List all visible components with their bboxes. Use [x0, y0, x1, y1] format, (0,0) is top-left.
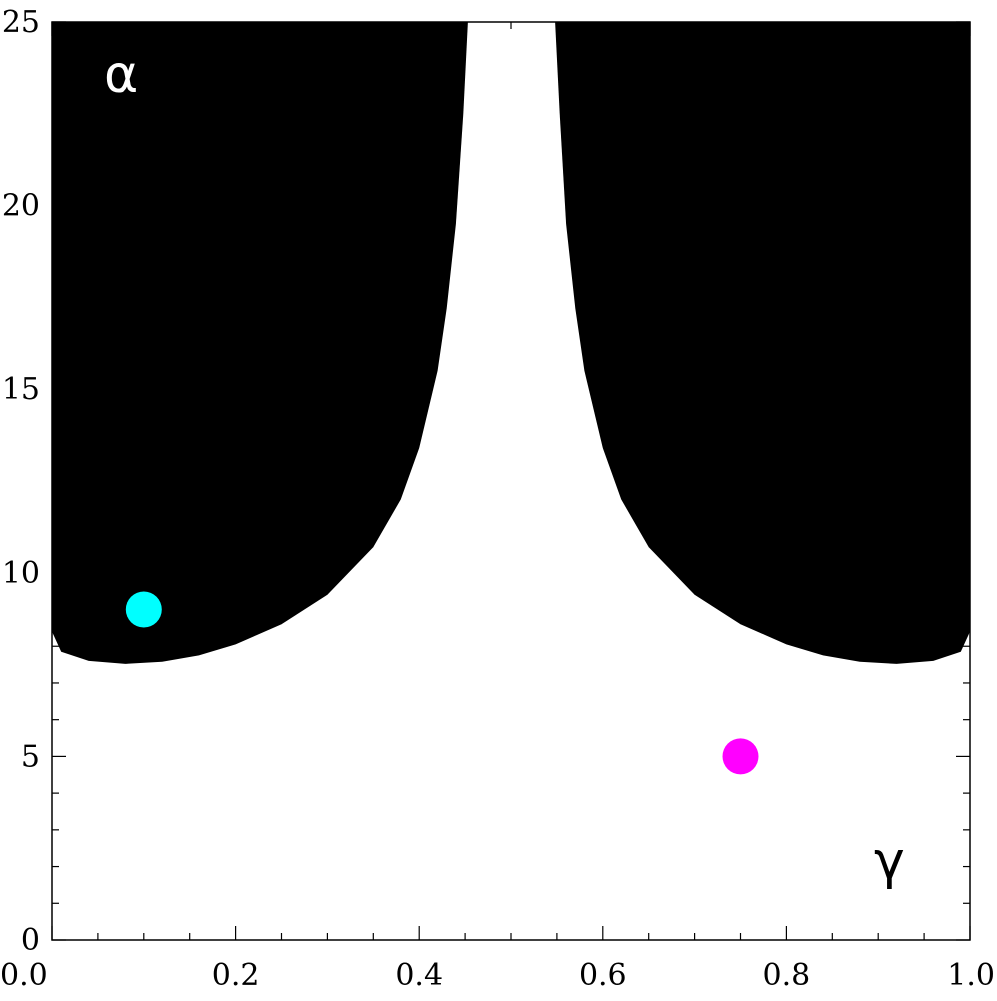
data-point-0-0 [125, 591, 162, 628]
x-tick-label: 1.0 [947, 958, 995, 993]
region-label-alpha: α [104, 45, 138, 105]
y-tick-label: 10 [2, 556, 40, 591]
plot-frame [51, 21, 971, 941]
x-tick-label: 0.6 [579, 958, 627, 993]
region-label-gamma: γ [874, 831, 905, 891]
x-tick-label: 0.2 [212, 958, 260, 993]
y-tick-label: 20 [2, 189, 40, 224]
y-tick-label: 15 [2, 372, 40, 407]
y-tick-label: 0 [21, 923, 40, 958]
points-layer [125, 591, 759, 775]
regions-layer [52, 22, 970, 664]
region-fill-1 [555, 22, 970, 664]
y-tick-label: 25 [2, 5, 40, 40]
y-tick-label: 5 [21, 739, 40, 774]
x-tick-label: 0.4 [395, 958, 443, 993]
tick-labels-layer: 0.0 0.2 0.4 0.6 0.8 1.0 0 5 10 15 20 25 [0, 5, 995, 993]
data-point-1-0 [722, 738, 759, 775]
region-fill-0 [52, 22, 468, 664]
x-tick-label: 0.0 [0, 958, 48, 993]
x-tick-label: 0.8 [763, 958, 811, 993]
